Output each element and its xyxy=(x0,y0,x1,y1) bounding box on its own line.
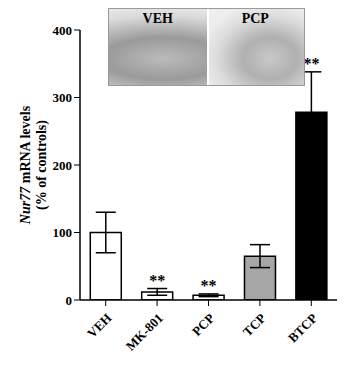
html-text:(% of controls): (% of controls) xyxy=(34,120,49,210)
html-text:VEH: VEH xyxy=(142,11,173,26)
svg-text:0: 0 xyxy=(66,293,73,308)
svg-text:VEH: VEH xyxy=(84,310,115,341)
svg-text:MK-801: MK-801 xyxy=(123,310,166,353)
svg-text:300: 300 xyxy=(53,90,73,105)
html-text:Nur77: Nur77 xyxy=(18,186,33,225)
svg-text:TCP: TCP xyxy=(240,310,269,339)
svg-text:BTCP: BTCP xyxy=(285,310,320,345)
svg-text:200: 200 xyxy=(53,158,73,173)
svg-text:400: 400 xyxy=(53,23,73,38)
svg-text:100: 100 xyxy=(53,225,73,240)
svg-text:**: ** xyxy=(303,55,319,72)
svg-text:**: ** xyxy=(149,272,165,289)
svg-text:**: ** xyxy=(201,277,217,294)
html-text:PCP: PCP xyxy=(241,11,269,26)
svg-text:PCP: PCP xyxy=(189,310,218,339)
html-text:mRNA levels: mRNA levels xyxy=(18,105,33,187)
